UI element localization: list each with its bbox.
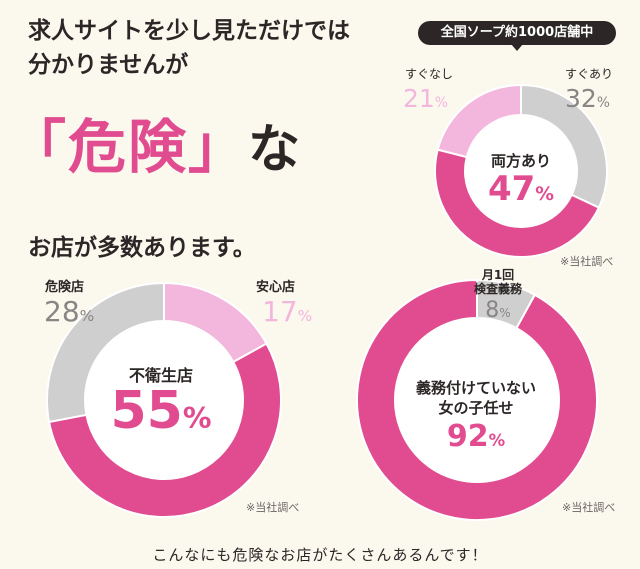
chart2-donut-hole (86, 322, 242, 478)
chart3-donut-hole (396, 319, 558, 481)
chart2-slice-value-kikenten: 28% (44, 298, 94, 326)
chart3-center-label: 義務付けていない 女の子任せ (402, 378, 550, 418)
chart2-center-value: 55% (96, 385, 226, 437)
percent-unit: % (535, 184, 555, 205)
percent-unit: % (182, 401, 212, 435)
chart1-slice-0 (434, 148, 601, 258)
chart3-label-line-2: 検査義務 (473, 282, 522, 296)
chart2-donut (46, 281, 282, 518)
chart3-value-8: 8 (485, 298, 500, 323)
chart2-slice-1 (46, 281, 165, 424)
chart3-slice-0 (356, 278, 598, 521)
chart1-slice-label-sugunashi: すぐなし (405, 67, 454, 81)
chart2-value-28: 28 (44, 295, 80, 328)
chart2-value-17: 17 (262, 295, 298, 328)
chart3-label-line-1: 月1回 (481, 268, 515, 282)
percent-unit: % (499, 306, 511, 320)
badge-pointer (511, 44, 523, 51)
chart1-title-badge: 全国ソープ約1000店舗中 (418, 21, 616, 45)
chart1-value-32: 32 (565, 84, 597, 113)
percent-unit: % (596, 95, 610, 111)
chart1-slice-value-sugunashi: 21% (403, 86, 448, 111)
chart3-center-value: 92% (426, 422, 526, 452)
chart1-donut (434, 83, 608, 258)
chart2-slice-label-anshinten: 安心店 (256, 280, 296, 295)
chart2-center-label: 不衛生店 (128, 366, 193, 385)
chart1-value-21: 21 (403, 84, 435, 113)
chart3-donut (356, 278, 598, 521)
chart3-center-line-2: 女の子任せ (438, 399, 514, 417)
percent-unit: % (79, 307, 95, 325)
chart3-value-92: 92 (446, 419, 489, 454)
chart2-value-55: 55 (110, 381, 183, 441)
chart2-slice-label-kikenten: 危険店 (45, 280, 85, 295)
danger-word: 「危険」 (8, 113, 249, 181)
chart3-center-line-1: 義務付けていない (415, 379, 536, 397)
chart3-slice-value-kensa: 8% (468, 300, 528, 322)
headline: 求人サイトを少し見ただけでは 分かりませんが (28, 14, 350, 82)
percent-unit: % (434, 95, 448, 111)
chart1-slice-value-suguari: 32% (565, 86, 610, 111)
danger-heading: 「危険」な (8, 100, 302, 184)
chart1-donut-hole (466, 116, 576, 226)
chart3-slice-label-kensa: 月1回 検査義務 (458, 268, 538, 296)
chart1-value-47: 47 (487, 169, 536, 209)
chart2-slice-0 (47, 342, 282, 518)
chart1-center-value: 47% (466, 172, 576, 206)
chart1-slice-1 (436, 83, 522, 159)
headline-line-3: お店が多数あります。 (28, 235, 256, 261)
chart1-slice-label-suguari: すぐあり (565, 67, 614, 81)
headline-line-2: 分かりませんが (28, 52, 189, 78)
percent-unit: % (297, 307, 313, 325)
chart1-source-note: ※当社調べ (560, 255, 614, 268)
percent-unit: % (488, 431, 506, 450)
chart2-source-note: ※当社調べ (246, 501, 300, 514)
chart2-slice-value-anshinten: 17% (262, 298, 312, 326)
danger-tail: な (248, 120, 303, 180)
chart3-source-note: ※当社調べ (562, 501, 616, 514)
headline-line-1: 求人サイトを少し見ただけでは (28, 18, 350, 44)
footer-message: こんなにも危険なお店がたくさんあるんです！ (152, 546, 488, 564)
chart1-center-label: 両方あり (490, 152, 551, 170)
